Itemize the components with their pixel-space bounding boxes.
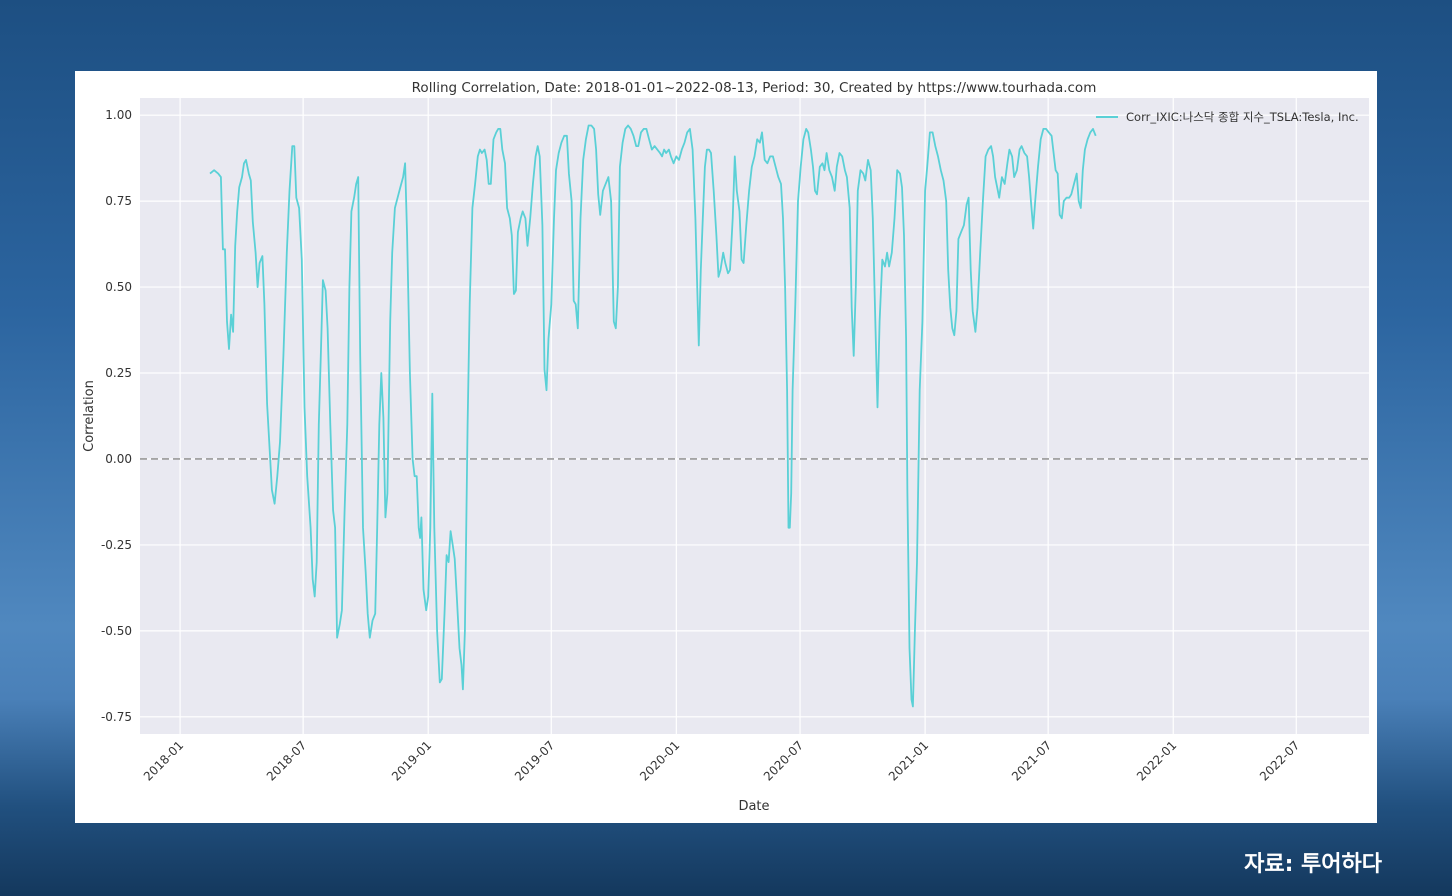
x-tick-label: 2021-07 bbox=[1009, 738, 1054, 783]
chart-title: Rolling Correlation, Date: 2018-01-01~20… bbox=[412, 80, 1097, 96]
y-tick-label: 0.50 bbox=[105, 280, 132, 294]
y-tick-label: -0.75 bbox=[101, 710, 132, 724]
x-tick-label: 2018-07 bbox=[264, 738, 309, 783]
x-tick-label: 2020-07 bbox=[761, 738, 806, 783]
plot-area bbox=[140, 98, 1369, 734]
source-credit: 자료: 투어하다 bbox=[1244, 852, 1382, 877]
y-tick-label: -0.50 bbox=[101, 624, 132, 638]
legend: Corr_IXIC:나스닥 종합 지수_TSLA:Tesla, Inc. bbox=[1096, 110, 1359, 124]
x-tick-label: 2019-01 bbox=[389, 738, 434, 783]
series-line-corr-ixic-tsla bbox=[209, 124, 1097, 708]
x-axis-label: Date bbox=[738, 799, 769, 814]
y-tick-label: -0.25 bbox=[101, 538, 132, 552]
legend-label: Corr_IXIC:나스닥 종합 지수_TSLA:Tesla, Inc. bbox=[1126, 110, 1359, 124]
y-tick-label: 1.00 bbox=[105, 108, 132, 122]
y-tick-label: 0.25 bbox=[105, 366, 132, 380]
x-tick-label: 2018-01 bbox=[141, 738, 186, 783]
x-tick-label: 2021-01 bbox=[886, 738, 931, 783]
y-axis-label: Correlation bbox=[82, 380, 97, 452]
rolling-correlation-chart: Rolling Correlation, Date: 2018-01-01~20… bbox=[82, 80, 1369, 814]
x-tick-label: 2022-07 bbox=[1257, 738, 1302, 783]
grid-lines bbox=[140, 98, 1369, 734]
x-tick-label: 2020-01 bbox=[637, 738, 682, 783]
x-tick-label: 2019-07 bbox=[512, 738, 557, 783]
y-tick-label: 0.00 bbox=[105, 452, 132, 466]
x-tick-label: 2022-01 bbox=[1134, 738, 1179, 783]
y-tick-label: 0.75 bbox=[105, 194, 132, 208]
chart-card: Rolling Correlation, Date: 2018-01-01~20… bbox=[75, 71, 1377, 823]
